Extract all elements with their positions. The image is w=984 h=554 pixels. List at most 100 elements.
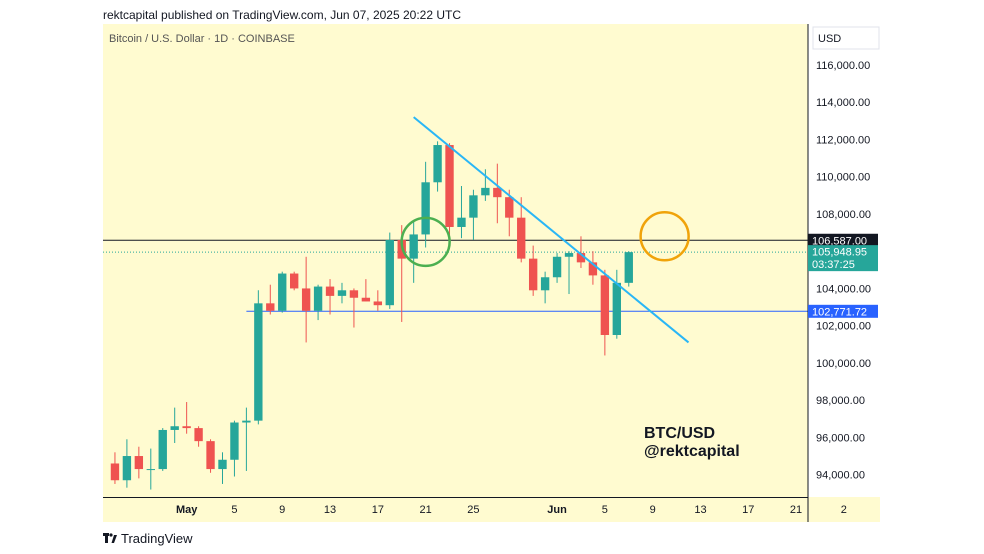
candle [313,284,323,321]
candle [505,189,514,237]
candle [278,271,287,313]
candle-body [373,301,383,306]
candle [445,143,454,239]
x-tick-label: 13 [694,504,706,516]
candle [158,428,167,471]
y-tick-label: 98,000.00 [816,395,865,407]
candle [421,161,430,248]
candle-body [254,303,263,421]
x-tick-label: 13 [324,504,336,516]
x-tick-label: 21 [790,504,802,516]
candle [373,290,383,311]
candle-body [385,240,394,306]
candle-body [266,303,275,311]
x-tick-label: 17 [742,504,754,516]
y-tick-label: 112,000.00 [816,134,870,146]
resistance-price-tag [808,233,878,247]
published-info: rektcapital published on TradingView.com… [103,8,461,22]
candle-body [325,286,335,296]
candle [194,426,203,447]
x-tick-label: 2 [841,504,847,516]
candle-body [457,217,466,227]
candle [457,186,466,239]
candle-body [421,182,430,235]
candle-body [110,463,120,481]
candle-body [349,290,359,298]
candle-body [576,253,586,263]
y-tick-label: 100,000.00 [816,358,871,370]
candle [481,169,490,201]
candle-body [624,252,633,283]
candle-body [505,197,514,218]
price-chart[interactable]: Bitcoin / U.S. Dollar · 1D · COINBASE BTC… [103,24,880,522]
axis-layer: USD 94,000.00 96,000.00 98,000.00 100,000.00… [103,24,880,522]
candle-body [146,469,155,471]
green-circle [400,216,451,268]
support-price-label: 102,771.72 [812,306,867,318]
watermark-text: @rektcapital [644,443,740,460]
current-price-label: 105,948.95 [812,247,867,259]
candle [540,271,550,304]
candle [612,269,621,339]
y-tick-label: 104,000.00 [816,283,871,295]
candle [433,141,442,192]
current-price-tag [808,245,878,272]
candle-body [242,420,251,423]
y-tick-label: 114,000.00 [816,97,870,109]
candle [146,448,155,490]
candle-body [290,273,299,289]
current-countdown-label: 03:37:25 [812,259,855,271]
x-tick-label: 9 [650,504,656,516]
x-tick-label: 5 [231,504,237,516]
candle [290,271,299,291]
candle [122,439,132,488]
y-tick-label: 96,000.00 [816,432,865,444]
candle-body [361,297,371,302]
candle-body [612,282,621,335]
candle [242,407,251,471]
candlestick-chart[interactable]: Bitcoin / U.S. Dollar · 1D · COINBASE BTC… [103,24,880,522]
candle [266,284,275,315]
candle-body [218,459,227,470]
candle [170,407,179,443]
candle [218,452,227,484]
y-tick-label: 94,000.00 [816,470,865,482]
y-tick-label: 102,000.00 [816,321,871,333]
candle [206,439,215,473]
x-tick-label: Jun [547,504,567,516]
candle-body [182,426,191,429]
candle [325,279,335,315]
x-tick-label: 5 [602,504,608,516]
candle [588,251,598,285]
support-price-tag [808,304,878,318]
candle [254,290,263,425]
candle-body [122,456,132,481]
candle [564,251,574,295]
y-tick-label: 110,000.00 [816,172,870,184]
candle-body [313,286,323,311]
price-scale-background [808,24,880,522]
y-tick-label: 116,000.00 [816,60,870,72]
candle-body [409,234,418,259]
candle-body [540,277,550,291]
candle-body [588,262,598,276]
candle [301,256,311,343]
candle-body [134,456,144,470]
x-tick-label: 25 [467,504,479,516]
candle-body [469,195,478,218]
candle [361,279,371,302]
overlay-layer: Bitcoin / U.S. Dollar · 1D · COINBASE BTC… [109,33,740,460]
candle [110,452,120,484]
chart-title: Bitcoin / U.S. Dollar · 1D · COINBASE [109,33,295,45]
time-scale-background [103,497,880,522]
footer: TradingView [103,531,193,546]
candle-body [517,217,526,259]
candle-body [564,253,574,257]
candle [517,197,526,263]
candle [385,232,394,309]
candle-body [301,288,311,311]
resistance-price-label: 106,587.00 [812,235,867,247]
candle [552,253,562,283]
candle-body [433,145,442,183]
x-tick-label: 17 [372,504,384,516]
